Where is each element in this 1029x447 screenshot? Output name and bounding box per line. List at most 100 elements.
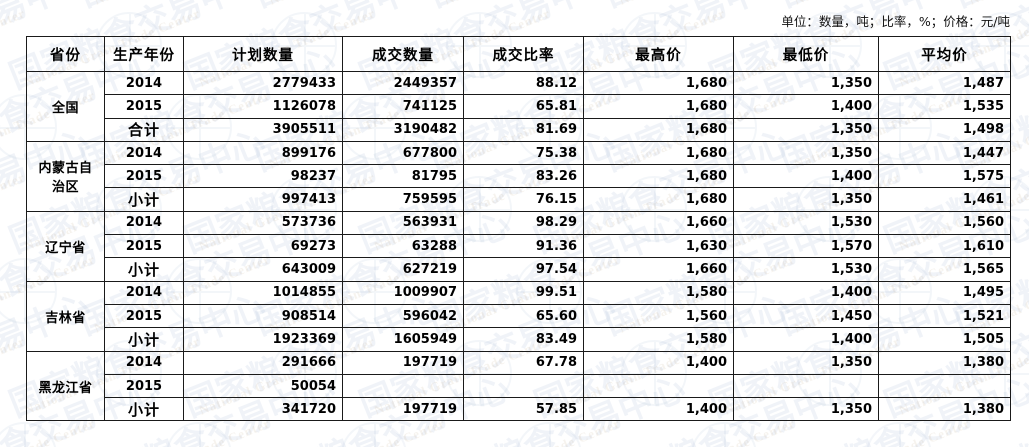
cell-avg-price: 1,498 — [878, 117, 1011, 142]
cell-plan-qty: 2779433 — [183, 70, 343, 96]
cell-province: 全国 — [26, 71, 105, 142]
cell-avg-price — [878, 373, 1011, 399]
table-body: 全国 2014 2779433 2449357 88.12 1,680 1,350 1,487… — [26, 70, 1011, 422]
cell-province: 吉林省 — [26, 280, 105, 352]
cell-year: 2014 — [104, 350, 184, 375]
cell-deal-qty: 2449357 — [342, 70, 464, 96]
cell-year-total-label: 小计 — [104, 187, 184, 212]
cell-deal-qty: 627219 — [342, 257, 464, 282]
cell-deal-qty: 677800 — [342, 140, 464, 166]
cell-plan-qty: 98237 — [183, 164, 343, 189]
cell-avg-price: 1,565 — [878, 257, 1011, 282]
cell-low-price — [733, 373, 879, 399]
cell-high-price: 1,680 — [583, 94, 734, 119]
column-header-avg-price: 平均价 — [878, 36, 1011, 72]
cell-deal-rate: 57.85 — [463, 397, 584, 422]
cell-deal-qty: 741125 — [342, 94, 464, 119]
cell-year: 2015 — [104, 164, 184, 189]
column-header-low-price: 最低价 — [733, 36, 879, 72]
table-row: 辽宁省 2014 573736 563931 98.29 1,660 1,530 1,560 — [26, 210, 1011, 282]
grain-transaction-table: 省份 生产年份 计划数量 成交数量 成交比率 最高价 最低价 平均价 全国 201… — [26, 36, 1011, 422]
cell-deal-rate: 98.29 — [463, 210, 584, 236]
cell-plan-qty: 341720 — [183, 397, 343, 422]
cell-high-price: 1,680 — [583, 140, 734, 166]
cell-plan-qty: 997413 — [183, 187, 343, 212]
cell-deal-rate: 65.81 — [463, 94, 584, 119]
cell-deal-qty: 1009907 — [342, 280, 464, 305]
cell-high-price: 1,400 — [583, 397, 734, 422]
cell-avg-price: 1,535 — [878, 94, 1011, 119]
table-row: 全国 2014 2779433 2449357 88.12 1,680 1,350 1,487 — [26, 70, 1011, 142]
cell-low-price: 1,350 — [733, 187, 879, 212]
table-row: 小计 997413 759595 76.15 1,680 1,350 1,461 — [27, 187, 1011, 212]
cell-avg-price: 1,447 — [878, 140, 1011, 166]
column-header-high-price: 最高价 — [583, 36, 734, 72]
cell-low-price: 1,350 — [733, 140, 879, 166]
table-row: 2015 98237 81795 83.26 1,680 1,400 1,575 — [27, 164, 1011, 189]
column-header-plan-qty: 计划数量 — [183, 36, 343, 72]
cell-deal-qty: 563931 — [342, 210, 464, 236]
cell-avg-price: 1,521 — [878, 303, 1011, 329]
table-container: 省份 生产年份 计划数量 成交数量 成交比率 最高价 最低价 平均价 全国 201… — [26, 36, 1011, 422]
cell-deal-qty: 3190482 — [342, 117, 464, 142]
cell-low-price: 1,400 — [733, 94, 879, 119]
cell-deal-qty — [342, 373, 464, 399]
column-header-province: 省份 — [26, 36, 105, 72]
cell-avg-price: 1,505 — [878, 327, 1011, 352]
cell-year: 2015 — [104, 94, 184, 119]
cell-high-price — [583, 373, 734, 399]
cell-deal-rate: 83.26 — [463, 164, 584, 189]
cell-low-price: 1,530 — [733, 257, 879, 282]
cell-low-price: 1,350 — [733, 117, 879, 142]
table-row: 小计 643009 627219 97.54 1,660 1,530 1,565 — [27, 257, 1011, 282]
cell-year: 2015 — [104, 234, 184, 259]
cell-high-price: 1,680 — [583, 70, 734, 96]
cell-high-price: 1,680 — [583, 164, 734, 189]
table-row: 小计 1923369 1605949 83.49 1,580 1,400 1,505 — [27, 327, 1011, 352]
cell-high-price: 1,400 — [583, 350, 734, 375]
cell-avg-price: 1,610 — [878, 234, 1011, 259]
cell-deal-qty: 197719 — [342, 350, 464, 375]
cell-low-price: 1,400 — [733, 327, 879, 352]
cell-year: 2014 — [104, 70, 184, 96]
cell-plan-qty: 291666 — [183, 350, 343, 375]
cell-high-price: 1,580 — [583, 327, 734, 352]
cell-avg-price: 1,495 — [878, 280, 1011, 305]
cell-avg-price: 1,461 — [878, 187, 1011, 212]
table-row: 内蒙古自治区 2014 899176 677800 75.38 1,680 1,350 1,4… — [26, 140, 1011, 212]
cell-year-total-label: 合计 — [104, 117, 184, 142]
cell-avg-price: 1,487 — [878, 70, 1011, 96]
cell-plan-qty: 573736 — [183, 210, 343, 236]
cell-high-price: 1,680 — [583, 187, 734, 212]
cell-year: 2014 — [104, 140, 184, 166]
cell-low-price: 1,350 — [733, 397, 879, 422]
cell-high-price: 1,560 — [583, 303, 734, 329]
cell-deal-qty: 81795 — [342, 164, 464, 189]
cell-plan-qty: 3905511 — [183, 117, 343, 142]
column-header-deal-rate: 成交比率 — [463, 36, 584, 72]
cell-avg-price: 1,560 — [878, 210, 1011, 236]
cell-deal-rate — [463, 373, 584, 399]
table-row: 2015 908514 596042 65.60 1,560 1,450 1,521 — [27, 303, 1011, 329]
cell-low-price: 1,350 — [733, 350, 879, 375]
cell-high-price: 1,680 — [583, 117, 734, 142]
cell-deal-qty: 197719 — [342, 397, 464, 422]
column-header-year: 生产年份 — [104, 36, 184, 72]
cell-deal-qty: 63288 — [342, 234, 464, 259]
cell-deal-rate: 81.69 — [463, 117, 584, 142]
cell-low-price: 1,400 — [733, 280, 879, 305]
cell-province: 内蒙古自治区 — [26, 140, 105, 212]
cell-plan-qty: 1923369 — [183, 327, 343, 352]
cell-plan-qty: 1126078 — [183, 94, 343, 119]
cell-plan-qty: 69273 — [183, 234, 343, 259]
table-row: 2015 1126078 741125 65.81 1,680 1,400 1,535 — [27, 94, 1011, 119]
cell-year: 2014 — [104, 210, 184, 236]
column-header-deal-qty: 成交数量 — [342, 36, 464, 72]
cell-year-total-label: 小计 — [104, 397, 184, 422]
cell-low-price: 1,530 — [733, 210, 879, 236]
table-row: 吉林省 2014 1014855 1009907 99.51 1,580 1,400 1,49… — [26, 280, 1011, 352]
table-row: 2015 50054 — [27, 373, 1011, 399]
cell-plan-qty: 899176 — [183, 140, 343, 166]
cell-deal-qty: 596042 — [342, 303, 464, 329]
cell-year: 2015 — [104, 303, 184, 329]
